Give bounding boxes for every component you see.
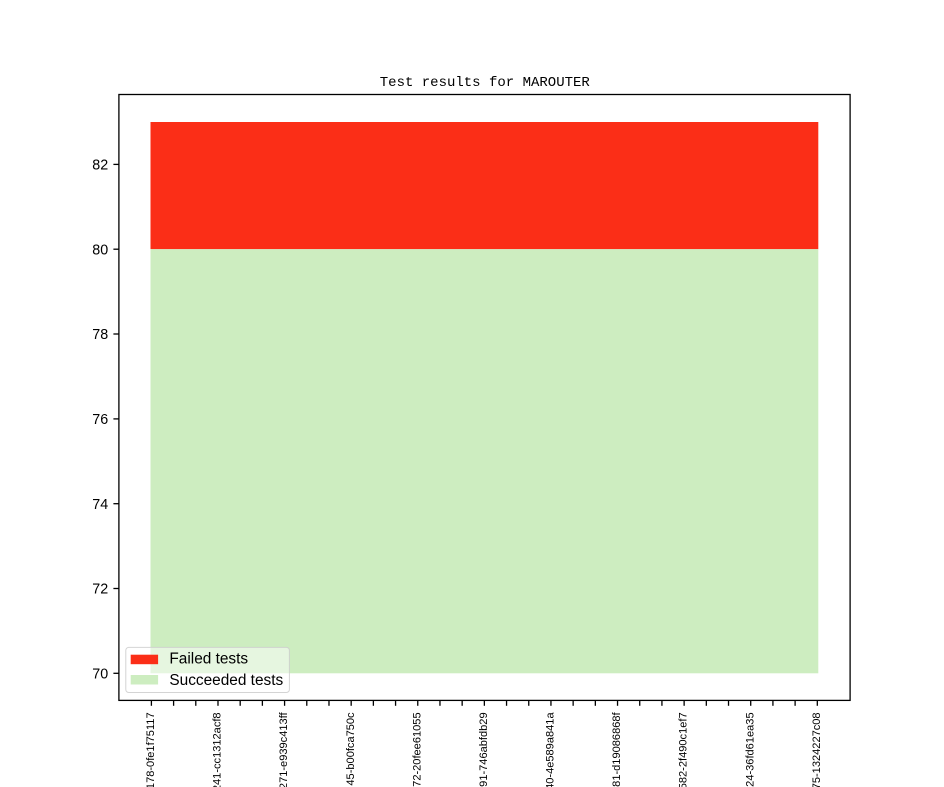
svg-text:Succeeded tests: Succeeded tests — [169, 672, 283, 689]
svg-text:271-e939c413ff: 271-e939c413ff — [278, 711, 290, 787]
svg-text:72: 72 — [92, 582, 108, 598]
svg-text:24-36fd61ea35: 24-36fd61ea35 — [744, 712, 756, 786]
svg-text:74: 74 — [92, 497, 108, 513]
svg-text:76: 76 — [92, 412, 108, 428]
svg-text:72-20fee61055: 72-20fee61055 — [411, 712, 423, 786]
svg-text:80: 80 — [92, 242, 108, 258]
svg-text:82: 82 — [92, 158, 108, 174]
svg-text:178-0fe1f75117: 178-0fe1f75117 — [145, 712, 157, 787]
svg-text:81-d19086868f: 81-d19086868f — [611, 711, 623, 786]
svg-text:Failed tests: Failed tests — [169, 651, 248, 668]
svg-text:Test results for MAROUTER: Test results for MAROUTER — [380, 75, 591, 91]
svg-text:40-4e589a841a: 40-4e589a841a — [545, 712, 557, 787]
svg-text:45-b00fca750c: 45-b00fca750c — [345, 712, 357, 786]
svg-text:75-1324227c08: 75-1324227c08 — [811, 712, 823, 787]
svg-text:582-2f490c1ef7: 582-2f490c1ef7 — [678, 712, 690, 787]
svg-text:70: 70 — [92, 667, 108, 683]
svg-text:241-cc1312acf8: 241-cc1312acf8 — [212, 712, 224, 787]
svg-text:78: 78 — [92, 327, 108, 343]
svg-text:91-746abfdb29: 91-746abfdb29 — [478, 712, 490, 786]
